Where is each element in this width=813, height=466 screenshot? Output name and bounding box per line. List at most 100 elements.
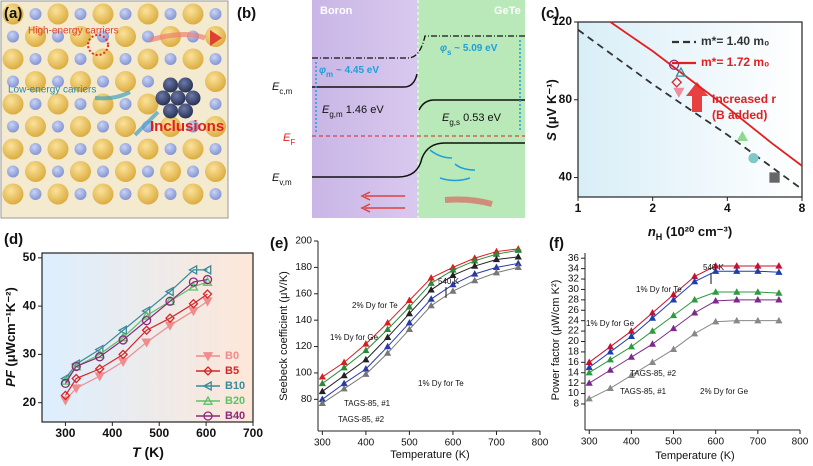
legend-label: m*= 1.72 m₀	[701, 55, 769, 69]
host-atom	[70, 161, 91, 182]
marker	[627, 371, 635, 378]
y-tick-label: 22	[568, 326, 580, 337]
host-atom	[25, 26, 46, 47]
marker	[691, 296, 699, 303]
marker	[405, 296, 414, 304]
marker	[691, 329, 699, 337]
legend-label: B20	[225, 395, 245, 407]
marker	[492, 255, 501, 263]
marker	[362, 355, 370, 363]
annotation: Inclusions	[150, 118, 224, 135]
carrier-trail	[94, 90, 131, 101]
dopant-atom	[7, 30, 19, 43]
marker	[606, 384, 614, 392]
host-atom	[92, 3, 114, 25]
dopant-atom	[142, 75, 154, 88]
marker	[362, 346, 370, 354]
inclusion-atom	[178, 103, 193, 119]
marker	[754, 262, 762, 269]
y-axis-title: Seebeck coefficient (μV/K)	[278, 271, 290, 401]
series-line	[588, 265, 779, 363]
marker	[118, 332, 129, 342]
marker	[405, 309, 414, 317]
subscript: g,m	[329, 110, 343, 119]
legend-marker	[202, 352, 214, 362]
symbol: φ	[319, 65, 326, 76]
marker	[427, 274, 435, 281]
legend-marker	[203, 411, 213, 421]
dopant-atom	[52, 75, 64, 88]
text: ~ 4.45 eV	[333, 65, 379, 76]
symbol: n	[648, 224, 656, 239]
marker	[712, 297, 720, 304]
dopant-atom	[97, 75, 109, 88]
x-axis-title: Temperature (K)	[655, 450, 734, 462]
subscript: H	[656, 232, 663, 242]
marker	[585, 379, 593, 386]
host-atom	[92, 138, 114, 160]
x-tick-label: 500	[401, 438, 418, 449]
host-atom	[47, 3, 69, 25]
host-atom	[182, 138, 204, 160]
marker	[427, 301, 435, 309]
x-tick-label: 300	[55, 426, 75, 440]
series-label: TAGS-85, #1	[344, 399, 391, 408]
dopant-atom	[74, 98, 87, 110]
inclusion-atom	[178, 77, 193, 93]
marker	[362, 370, 370, 377]
marker	[318, 373, 326, 380]
host-atom	[137, 93, 159, 115]
marker	[71, 373, 82, 384]
arrow	[210, 30, 222, 46]
marker	[754, 316, 762, 324]
dopant-atom	[29, 53, 42, 65]
series-label: 1% Dy for Te	[636, 285, 682, 294]
dopant-atom	[119, 143, 132, 155]
dopant-atom	[7, 165, 19, 178]
marker	[141, 310, 152, 320]
marker	[340, 379, 348, 387]
marker	[449, 287, 457, 294]
host-atom	[205, 116, 226, 137]
marker	[340, 384, 348, 392]
marker	[669, 345, 678, 352]
y-tick-label: 100	[295, 368, 312, 379]
marker	[754, 267, 762, 274]
marker	[733, 296, 741, 303]
host-atom	[2, 138, 24, 160]
marker	[318, 387, 326, 395]
host-atom	[2, 48, 24, 70]
marker	[648, 314, 657, 321]
band-gap-label: Eg,m 1.46 eV	[322, 104, 384, 119]
dopant-atom	[74, 8, 87, 20]
marker	[427, 295, 435, 302]
x-tick-label: 4	[724, 201, 731, 215]
marker	[775, 296, 783, 303]
fermi-label: EF	[283, 132, 295, 147]
x-tick-label: 600	[445, 438, 462, 449]
marker	[449, 280, 457, 288]
x-tick-label: 400	[623, 437, 640, 448]
y-tick-label: 14	[568, 367, 580, 378]
dopant-atom	[209, 8, 222, 20]
host-atom	[47, 93, 69, 115]
boron-region	[312, 0, 418, 218]
marker	[606, 366, 614, 373]
marker	[775, 262, 783, 269]
legend-marker	[202, 380, 212, 392]
marker	[340, 371, 348, 379]
dopant-atom	[164, 188, 177, 200]
x-tick-label: 700	[488, 438, 505, 449]
y-tick-label: 40	[23, 298, 37, 312]
symbol: E	[283, 132, 291, 144]
annotation: (B added)	[712, 108, 767, 122]
series-line	[64, 269, 208, 379]
dopant-atom	[119, 8, 132, 20]
marker	[117, 325, 127, 336]
series-line	[609, 21, 803, 167]
text: 0.53 eV	[460, 112, 502, 124]
series-label: 1% Dy for Te	[418, 379, 464, 388]
host-atom	[2, 3, 24, 25]
host-atom	[92, 48, 114, 70]
panel-label: (a)	[4, 5, 22, 22]
